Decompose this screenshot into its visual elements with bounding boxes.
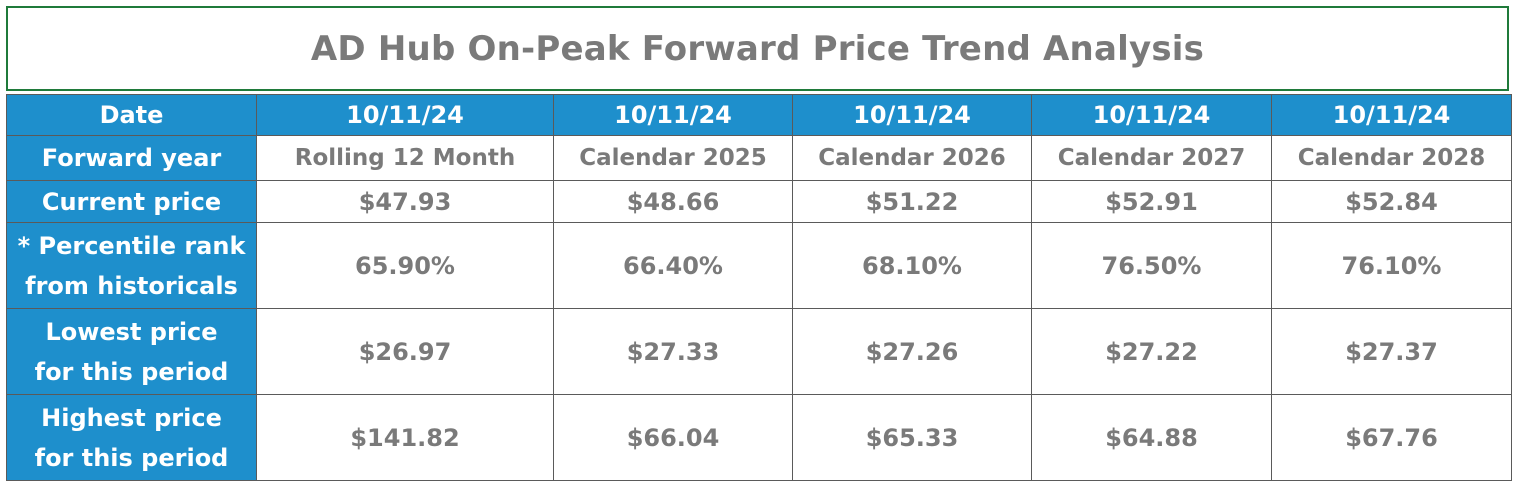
lowest-price-row: Lowest price for this period $26.97 $27.… bbox=[6, 308, 1512, 395]
current-price-cell: $52.91 bbox=[1031, 180, 1272, 223]
highest-price-cell: $66.04 bbox=[553, 394, 793, 481]
forward-year-cell: Calendar 2027 bbox=[1031, 135, 1272, 181]
row-label-lowest-line1: Lowest price bbox=[45, 317, 218, 346]
row-label-percentile-line2: from historicals bbox=[25, 271, 238, 300]
highest-price-cell: $65.33 bbox=[792, 394, 1032, 481]
forward-year-row: Forward year Rolling 12 Month Calendar 2… bbox=[6, 135, 1512, 181]
current-price-cell: $52.84 bbox=[1271, 180, 1512, 223]
date-cell: 10/11/24 bbox=[1031, 94, 1272, 136]
date-cell: 10/11/24 bbox=[553, 94, 793, 136]
lowest-price-cell: $27.33 bbox=[553, 308, 793, 395]
percentile-cell: 76.10% bbox=[1271, 222, 1512, 309]
row-label-date: Date bbox=[6, 94, 257, 136]
current-price-row: Current price $47.93 $48.66 $51.22 $52.9… bbox=[6, 180, 1512, 223]
lowest-price-cell: $27.37 bbox=[1271, 308, 1512, 395]
current-price-cell: $51.22 bbox=[792, 180, 1032, 223]
percentile-cell: 68.10% bbox=[792, 222, 1032, 309]
highest-price-cell: $64.88 bbox=[1031, 394, 1272, 481]
row-label-forward-year: Forward year bbox=[6, 135, 257, 181]
date-cell: 10/11/24 bbox=[792, 94, 1032, 136]
forward-year-cell: Calendar 2025 bbox=[553, 135, 793, 181]
row-label-current-price: Current price bbox=[6, 180, 257, 223]
table-title: AD Hub On-Peak Forward Price Trend Analy… bbox=[6, 6, 1509, 91]
lowest-price-cell: $26.97 bbox=[256, 308, 554, 395]
current-price-cell: $48.66 bbox=[553, 180, 793, 223]
percentile-cell: 76.50% bbox=[1031, 222, 1272, 309]
percentile-cell: 66.40% bbox=[553, 222, 793, 309]
lowest-price-cell: $27.26 bbox=[792, 308, 1032, 395]
date-row: Date 10/11/24 10/11/24 10/11/24 10/11/24… bbox=[6, 94, 1512, 136]
date-cell: 10/11/24 bbox=[1271, 94, 1512, 136]
price-trend-table: Date 10/11/24 10/11/24 10/11/24 10/11/24… bbox=[6, 94, 1512, 481]
highest-price-cell: $141.82 bbox=[256, 394, 554, 481]
lowest-price-cell: $27.22 bbox=[1031, 308, 1272, 395]
row-label-lowest-line2: for this period bbox=[34, 357, 229, 386]
highest-price-row: Highest price for this period $141.82 $6… bbox=[6, 394, 1512, 481]
forward-year-cell: Rolling 12 Month bbox=[256, 135, 554, 181]
row-label-percentile-line1: * Percentile rank bbox=[17, 231, 246, 260]
row-label-highest-line2: for this period bbox=[34, 443, 229, 472]
row-label-highest-line1: Highest price bbox=[41, 403, 222, 432]
date-cell: 10/11/24 bbox=[256, 94, 554, 136]
row-label-percentile: * Percentile rank from historicals bbox=[6, 222, 257, 309]
forward-year-cell: Calendar 2026 bbox=[792, 135, 1032, 181]
highest-price-cell: $67.76 bbox=[1271, 394, 1512, 481]
current-price-cell: $47.93 bbox=[256, 180, 554, 223]
row-label-highest-price: Highest price for this period bbox=[6, 394, 257, 481]
percentile-cell: 65.90% bbox=[256, 222, 554, 309]
percentile-row: * Percentile rank from historicals 65.90… bbox=[6, 222, 1512, 309]
row-label-lowest-price: Lowest price for this period bbox=[6, 308, 257, 395]
forward-year-cell: Calendar 2028 bbox=[1271, 135, 1512, 181]
